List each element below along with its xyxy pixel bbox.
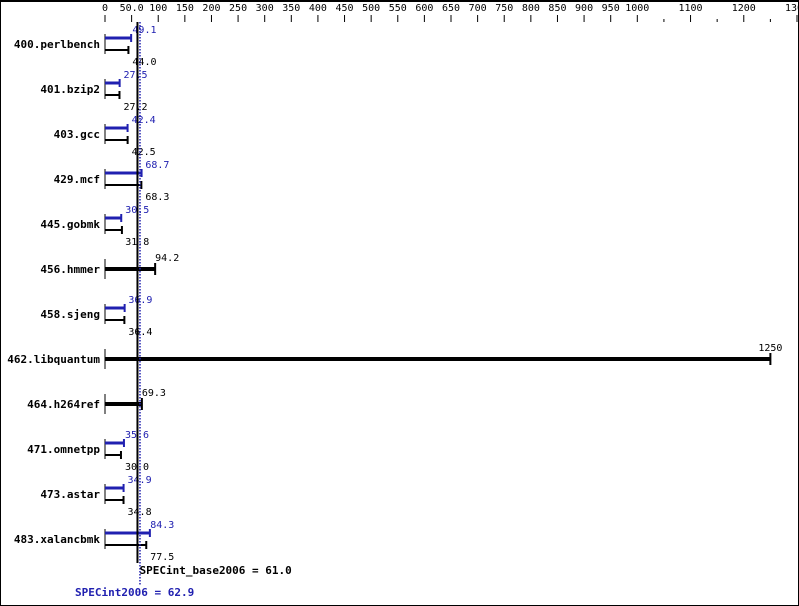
- peak-value-label: 34.9: [128, 475, 152, 486]
- tick-label: 550: [389, 3, 407, 14]
- category-label: 483.xalancbmk: [14, 533, 100, 546]
- tick-label: 800: [522, 3, 540, 14]
- category-label: 456.hmmer: [40, 263, 100, 276]
- reference-lines: SPECint_base2006 = 61.0 SPECint2006 = 62.…: [75, 22, 292, 599]
- tick-label: 50.0: [120, 3, 144, 14]
- category-label: 400.perlbench: [14, 38, 100, 51]
- category-label: 473.astar: [40, 488, 100, 501]
- tick-label: 100: [149, 3, 167, 14]
- category-label: 464.h264ref: [27, 398, 100, 411]
- tick-label: 250: [229, 3, 247, 14]
- peak-value-label: 84.3: [150, 520, 174, 531]
- peak-value-label: 36.9: [128, 295, 152, 306]
- x-axis: 0 50.0 100 150 200 250 300 350 400 450 500 550 600 65…: [0, 0, 799, 22]
- tick-label: 500: [362, 3, 380, 14]
- tick-label: 350: [282, 3, 300, 14]
- peak-value-label: 42.4: [132, 115, 156, 126]
- category-label: 458.sjeng: [40, 308, 100, 321]
- peak-value-label: 27.5: [123, 70, 147, 81]
- tick-label: 200: [202, 3, 220, 14]
- base-value-label: 27.2: [123, 102, 147, 113]
- peak-value-label: 49.1: [132, 25, 156, 36]
- tick-label: 450: [336, 3, 354, 14]
- base-value-label: 1250: [758, 343, 782, 354]
- base-mean-label: SPECint_base2006 = 61.0: [139, 564, 291, 577]
- category-label: 462.libquantum: [7, 353, 100, 366]
- category-label: 471.omnetpp: [27, 443, 100, 456]
- tick-label: 1200: [732, 3, 756, 14]
- tick-label: 750: [495, 3, 513, 14]
- base-value-label: 44.0: [132, 57, 156, 68]
- tick-label: 900: [575, 3, 593, 14]
- tick-label: 150: [176, 3, 194, 14]
- tick-label: 0: [102, 3, 108, 14]
- tick-label: 850: [548, 3, 566, 14]
- base-value-label: 94.2: [155, 253, 179, 264]
- tick-label: 650: [442, 3, 460, 14]
- tick-label: 950: [602, 3, 620, 14]
- base-value-label: 69.3: [142, 388, 166, 399]
- category-label: 445.gobmk: [40, 218, 100, 231]
- category-label: 401.bzip2: [40, 83, 100, 96]
- base-value-label: 68.3: [145, 192, 169, 203]
- tick-label: 300: [256, 3, 274, 14]
- base-value-label: 77.5: [150, 552, 174, 563]
- peak-value-label: 68.7: [145, 160, 169, 171]
- tick-label: 1300: [785, 3, 799, 14]
- tick-label: 700: [469, 3, 487, 14]
- category-label: 403.gcc: [54, 128, 100, 141]
- tick-label: 1100: [678, 3, 702, 14]
- tick-label: 600: [415, 3, 433, 14]
- tick-label: 400: [309, 3, 327, 14]
- peak-mean-label: SPECint2006 = 62.9: [75, 586, 194, 599]
- category-label: 429.mcf: [54, 173, 100, 186]
- tick-label: 1000: [625, 3, 649, 14]
- base-value-label: 42.5: [132, 147, 156, 158]
